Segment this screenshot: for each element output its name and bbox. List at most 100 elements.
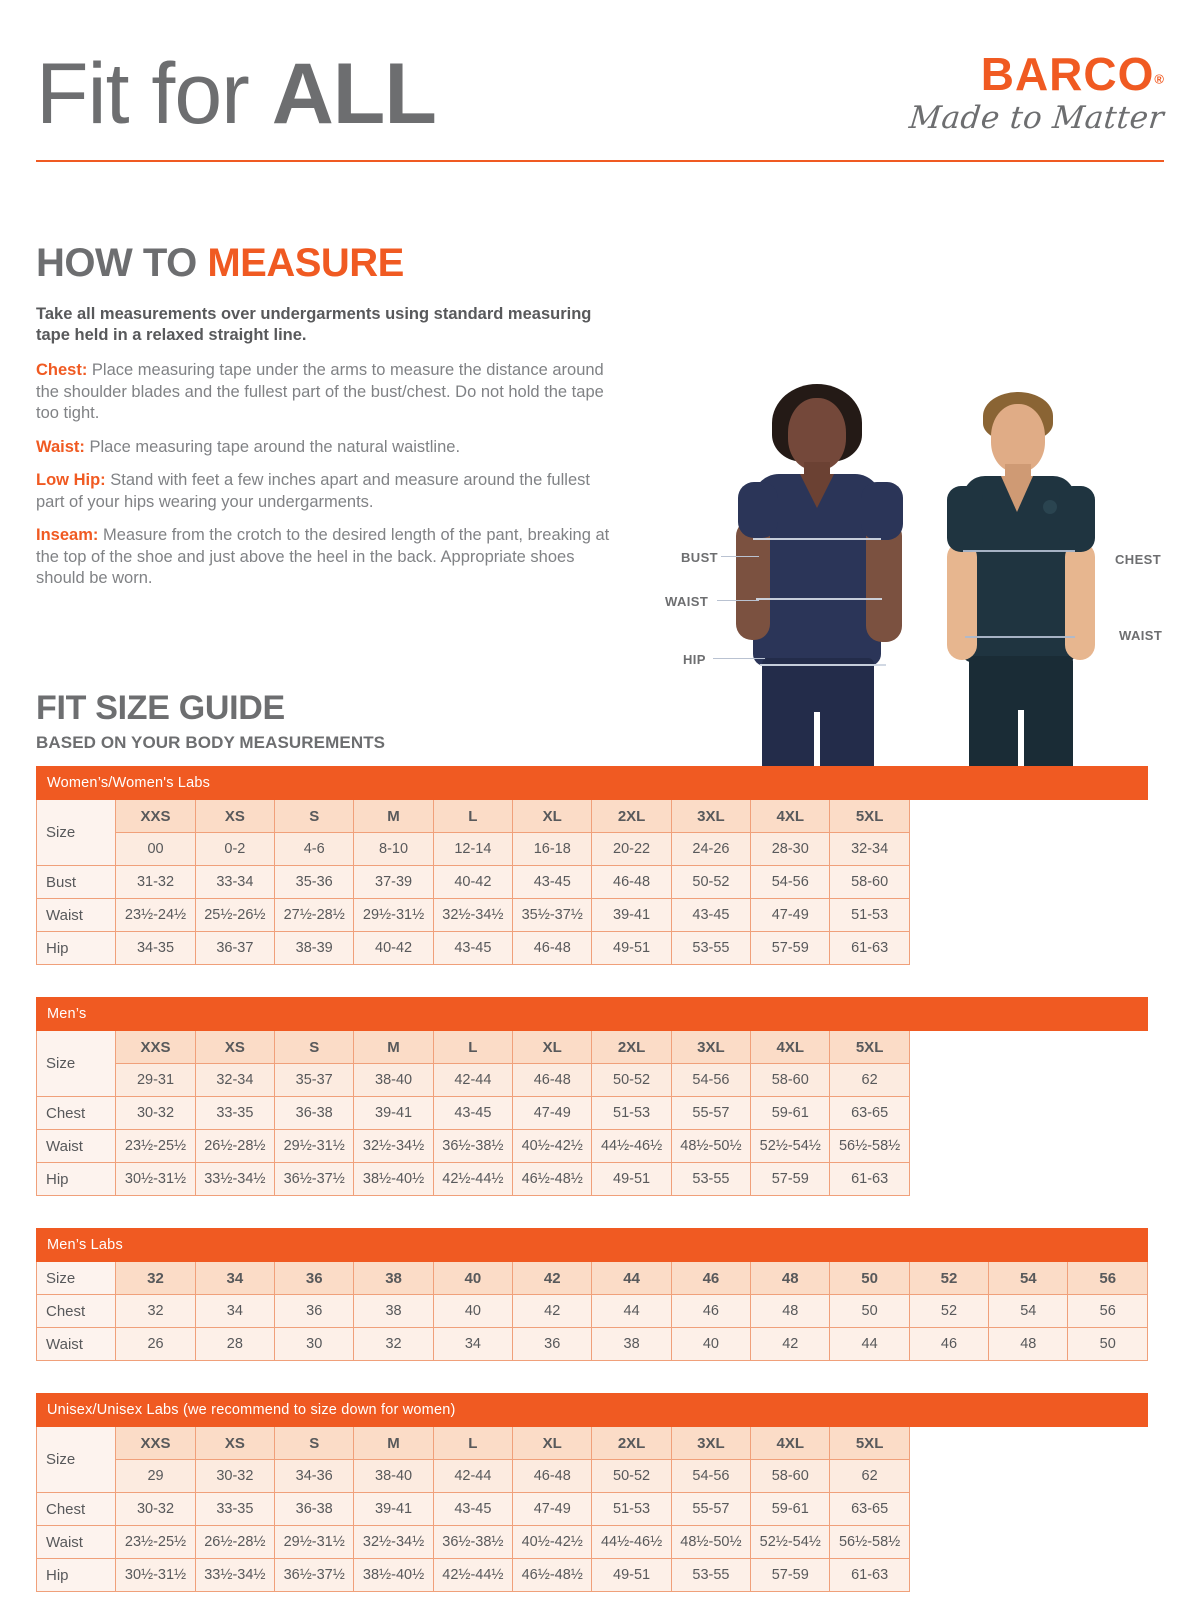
- measurement-cell: 46: [670, 1294, 752, 1328]
- table-banner-3: Unisex/Unisex Labs (we recommend to size…: [36, 1393, 1148, 1427]
- measurement-cell: 47-49: [750, 898, 831, 932]
- man-left-arm: [947, 542, 977, 660]
- measurement-cell: 43-45: [432, 1096, 514, 1130]
- table-banner-1: Men’s: [36, 997, 1148, 1031]
- column-header: 40: [432, 1261, 514, 1295]
- man-pant-gap: [1018, 710, 1024, 782]
- column-header: XXS: [115, 1426, 196, 1460]
- column-header: 34: [194, 1261, 276, 1295]
- label-hip: HIP: [683, 652, 706, 667]
- man-chest-pocket: [1043, 500, 1057, 514]
- size-chart-table: Women’s/Women's Labs Size XXS XS S M L XL 2XL 3XL…: [35, 766, 1148, 1592]
- measurement-cell: 33½-34½: [194, 1162, 276, 1196]
- man-right-arm: [1065, 542, 1095, 660]
- table-row: Waist 26 28 30 32 34 36 38 40 42 44 46 48 50: [35, 1327, 1148, 1361]
- leader-waist-woman: [717, 600, 759, 601]
- measurement-cell: 36½-37½: [274, 1162, 355, 1196]
- numeric-size-cell: 62: [829, 1459, 910, 1493]
- measurement-cell: 26½-28½: [194, 1129, 276, 1163]
- fit-size-guide-title: FIT SIZE GUIDE: [36, 689, 285, 727]
- measure-text-waist: Place measuring tape around the natural …: [84, 437, 461, 456]
- measure-term-waist: Waist:: [36, 437, 85, 456]
- column-header: 44: [591, 1261, 672, 1295]
- man-right-sleeve: [1059, 486, 1095, 552]
- numeric-size-cell: 4-6: [274, 832, 355, 866]
- measurement-cell: 38: [353, 1294, 434, 1328]
- column-header: XS: [194, 799, 276, 833]
- column-header: S: [274, 1030, 355, 1064]
- measurement-cell: 32½-34½: [353, 1129, 434, 1163]
- numeric-size-cell: 54-56: [670, 1063, 752, 1097]
- measurement-cell: 32: [353, 1327, 434, 1361]
- measure-item-low-hip: Low Hip: Stand with feet a few inches ap…: [36, 470, 611, 513]
- table-header-row: Size 32 34 36 38 40 42 44 46 48 50 52 54 56: [35, 1261, 1148, 1295]
- size-label-cell: Size: [35, 1261, 117, 1295]
- measurement-cell: 46-48: [512, 931, 593, 965]
- measure-lead-text: Take all measurements over undergarments…: [36, 305, 592, 344]
- column-header: 36: [274, 1261, 355, 1295]
- size-tables: Women’s/Women's Labs Size XXS XS S M L XL 2XL 3XL…: [35, 766, 1148, 1592]
- measurement-cell: 26½-28½: [194, 1525, 276, 1559]
- fit-size-guide-header: FIT SIZE GUIDE BASED ON YOUR BODY MEASUR…: [36, 688, 385, 754]
- column-header: XL: [512, 799, 593, 833]
- measurement-cell: 52: [908, 1294, 990, 1328]
- numeric-size-cell: 38-40: [353, 1459, 434, 1493]
- measurement-cell: 43-45: [432, 1492, 514, 1526]
- measurement-cell: 59-61: [750, 1096, 831, 1130]
- column-header: S: [274, 799, 355, 833]
- measurement-cell: 30: [274, 1327, 355, 1361]
- row-label: Hip: [35, 931, 117, 965]
- measurement-cell: 46-48: [591, 865, 672, 899]
- numeric-size-cell: 46-48: [512, 1459, 593, 1493]
- measurement-cell: 35½-37½: [512, 898, 593, 932]
- measure-text-chest: Place measuring tape under the arms to m…: [36, 361, 604, 422]
- measurement-cell: 29½-31½: [353, 898, 434, 932]
- measurement-cell: 49-51: [591, 931, 672, 965]
- man-left-sleeve: [947, 486, 983, 552]
- row-label: Waist: [35, 1327, 117, 1361]
- measurement-cell: 35-36: [274, 865, 355, 899]
- measurement-cell: 38: [591, 1327, 672, 1361]
- numeric-size-cell: 46-48: [512, 1063, 593, 1097]
- measurement-cell: 49-51: [591, 1162, 672, 1196]
- woman-bust-tape: [753, 538, 881, 540]
- measurement-cell: 63-65: [829, 1096, 910, 1130]
- numeric-size-cell: 0-2: [194, 832, 276, 866]
- measurement-cell: 53-55: [670, 931, 752, 965]
- column-header: 5XL: [829, 1030, 910, 1064]
- size-label-cell: Size: [35, 1426, 117, 1493]
- measurement-cell: 39-41: [591, 898, 672, 932]
- column-header: 4XL: [750, 1030, 831, 1064]
- measurement-cell: 42: [750, 1327, 831, 1361]
- column-header: XL: [512, 1030, 593, 1064]
- table-banner-row: Men’s: [36, 997, 1148, 1031]
- column-header: M: [353, 799, 434, 833]
- measurement-cell: 55-57: [670, 1492, 752, 1526]
- fit-size-guide-subtitle: BASED ON YOUR BODY MEASUREMENTS: [36, 733, 386, 752]
- column-header: L: [432, 1426, 514, 1460]
- measurement-cell: 40-42: [432, 865, 514, 899]
- row-label: Waist: [35, 1129, 117, 1163]
- table-row: Waist 23½-25½ 26½-28½ 29½-31½ 32½-34½ 36½-38½…: [35, 1525, 1148, 1559]
- measurement-cell: 53-55: [670, 1162, 752, 1196]
- measurement-cell: 33-34: [194, 865, 276, 899]
- measurement-cell: 34-35: [115, 931, 196, 965]
- measure-term-low-hip: Low Hip:: [36, 471, 106, 489]
- row-label: Chest: [35, 1096, 117, 1130]
- table-banner-0: Women’s/Women's Labs: [36, 766, 1148, 800]
- measurement-cell: 46½-48½: [512, 1162, 593, 1196]
- man-chest-tape: [963, 550, 1075, 552]
- measurement-cell: 34: [194, 1294, 276, 1328]
- measurement-cell: 30½-31½: [115, 1162, 196, 1196]
- measurement-cell: 30½-31½: [115, 1558, 196, 1592]
- measurement-cell: 48: [750, 1294, 831, 1328]
- table-row: Chest 32 34 36 38 40 42 44 46 48 50 52 54 56: [35, 1294, 1148, 1328]
- column-header: S: [274, 1426, 355, 1460]
- column-header: 38: [353, 1261, 434, 1295]
- numeric-size-row: 29 30-32 34-36 38-40 42-44 46-48 50-52 54-56 58-…: [37, 1459, 1148, 1493]
- row-label: Waist: [35, 898, 117, 932]
- measure-term-inseam: Inseam:: [36, 526, 99, 544]
- table-banner-2: Men’s Labs: [36, 1228, 1148, 1262]
- measurement-cell: 40½-42½: [512, 1525, 593, 1559]
- measurement-cell: 40-42: [353, 931, 434, 965]
